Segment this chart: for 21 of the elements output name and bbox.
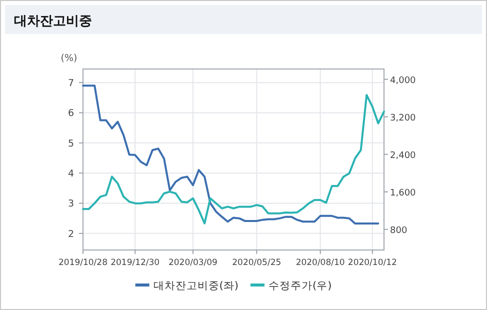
y2-tick-label: 800 [390, 226, 408, 236]
y-tick-label: 5 [68, 138, 74, 150]
y2-tick-label: 3,200 [390, 113, 416, 124]
y-tick-label: 4 [68, 168, 74, 180]
x-tick-label: 2020/05/25 [232, 258, 282, 268]
y-tick-label: 2 [68, 228, 74, 240]
y2-tick-label: 2,400 [390, 150, 416, 161]
legend-label: 수정주가(우) [268, 280, 332, 292]
y-tick-label: 6 [68, 108, 74, 120]
y2-tick-label: 4,000 [390, 76, 416, 86]
legend-label: 대차잔고비중(좌) [153, 280, 238, 292]
y2-tick-label: 1,600 [390, 188, 416, 198]
x-tick-label: 2019/10/28 [58, 258, 108, 268]
x-tick-label: 2020/10/12 [348, 258, 397, 268]
y-tick-label: 3 [68, 198, 74, 210]
chart-title: 대차잔고비중 [14, 14, 92, 29]
y-tick-label: 7 [68, 78, 74, 90]
y-axis-title: (%) [60, 53, 78, 64]
x-tick-label: 2020/03/09 [168, 258, 218, 268]
x-tick-label: 2020/08/10 [296, 258, 345, 268]
x-tick-label: 2019/12/30 [110, 258, 160, 268]
